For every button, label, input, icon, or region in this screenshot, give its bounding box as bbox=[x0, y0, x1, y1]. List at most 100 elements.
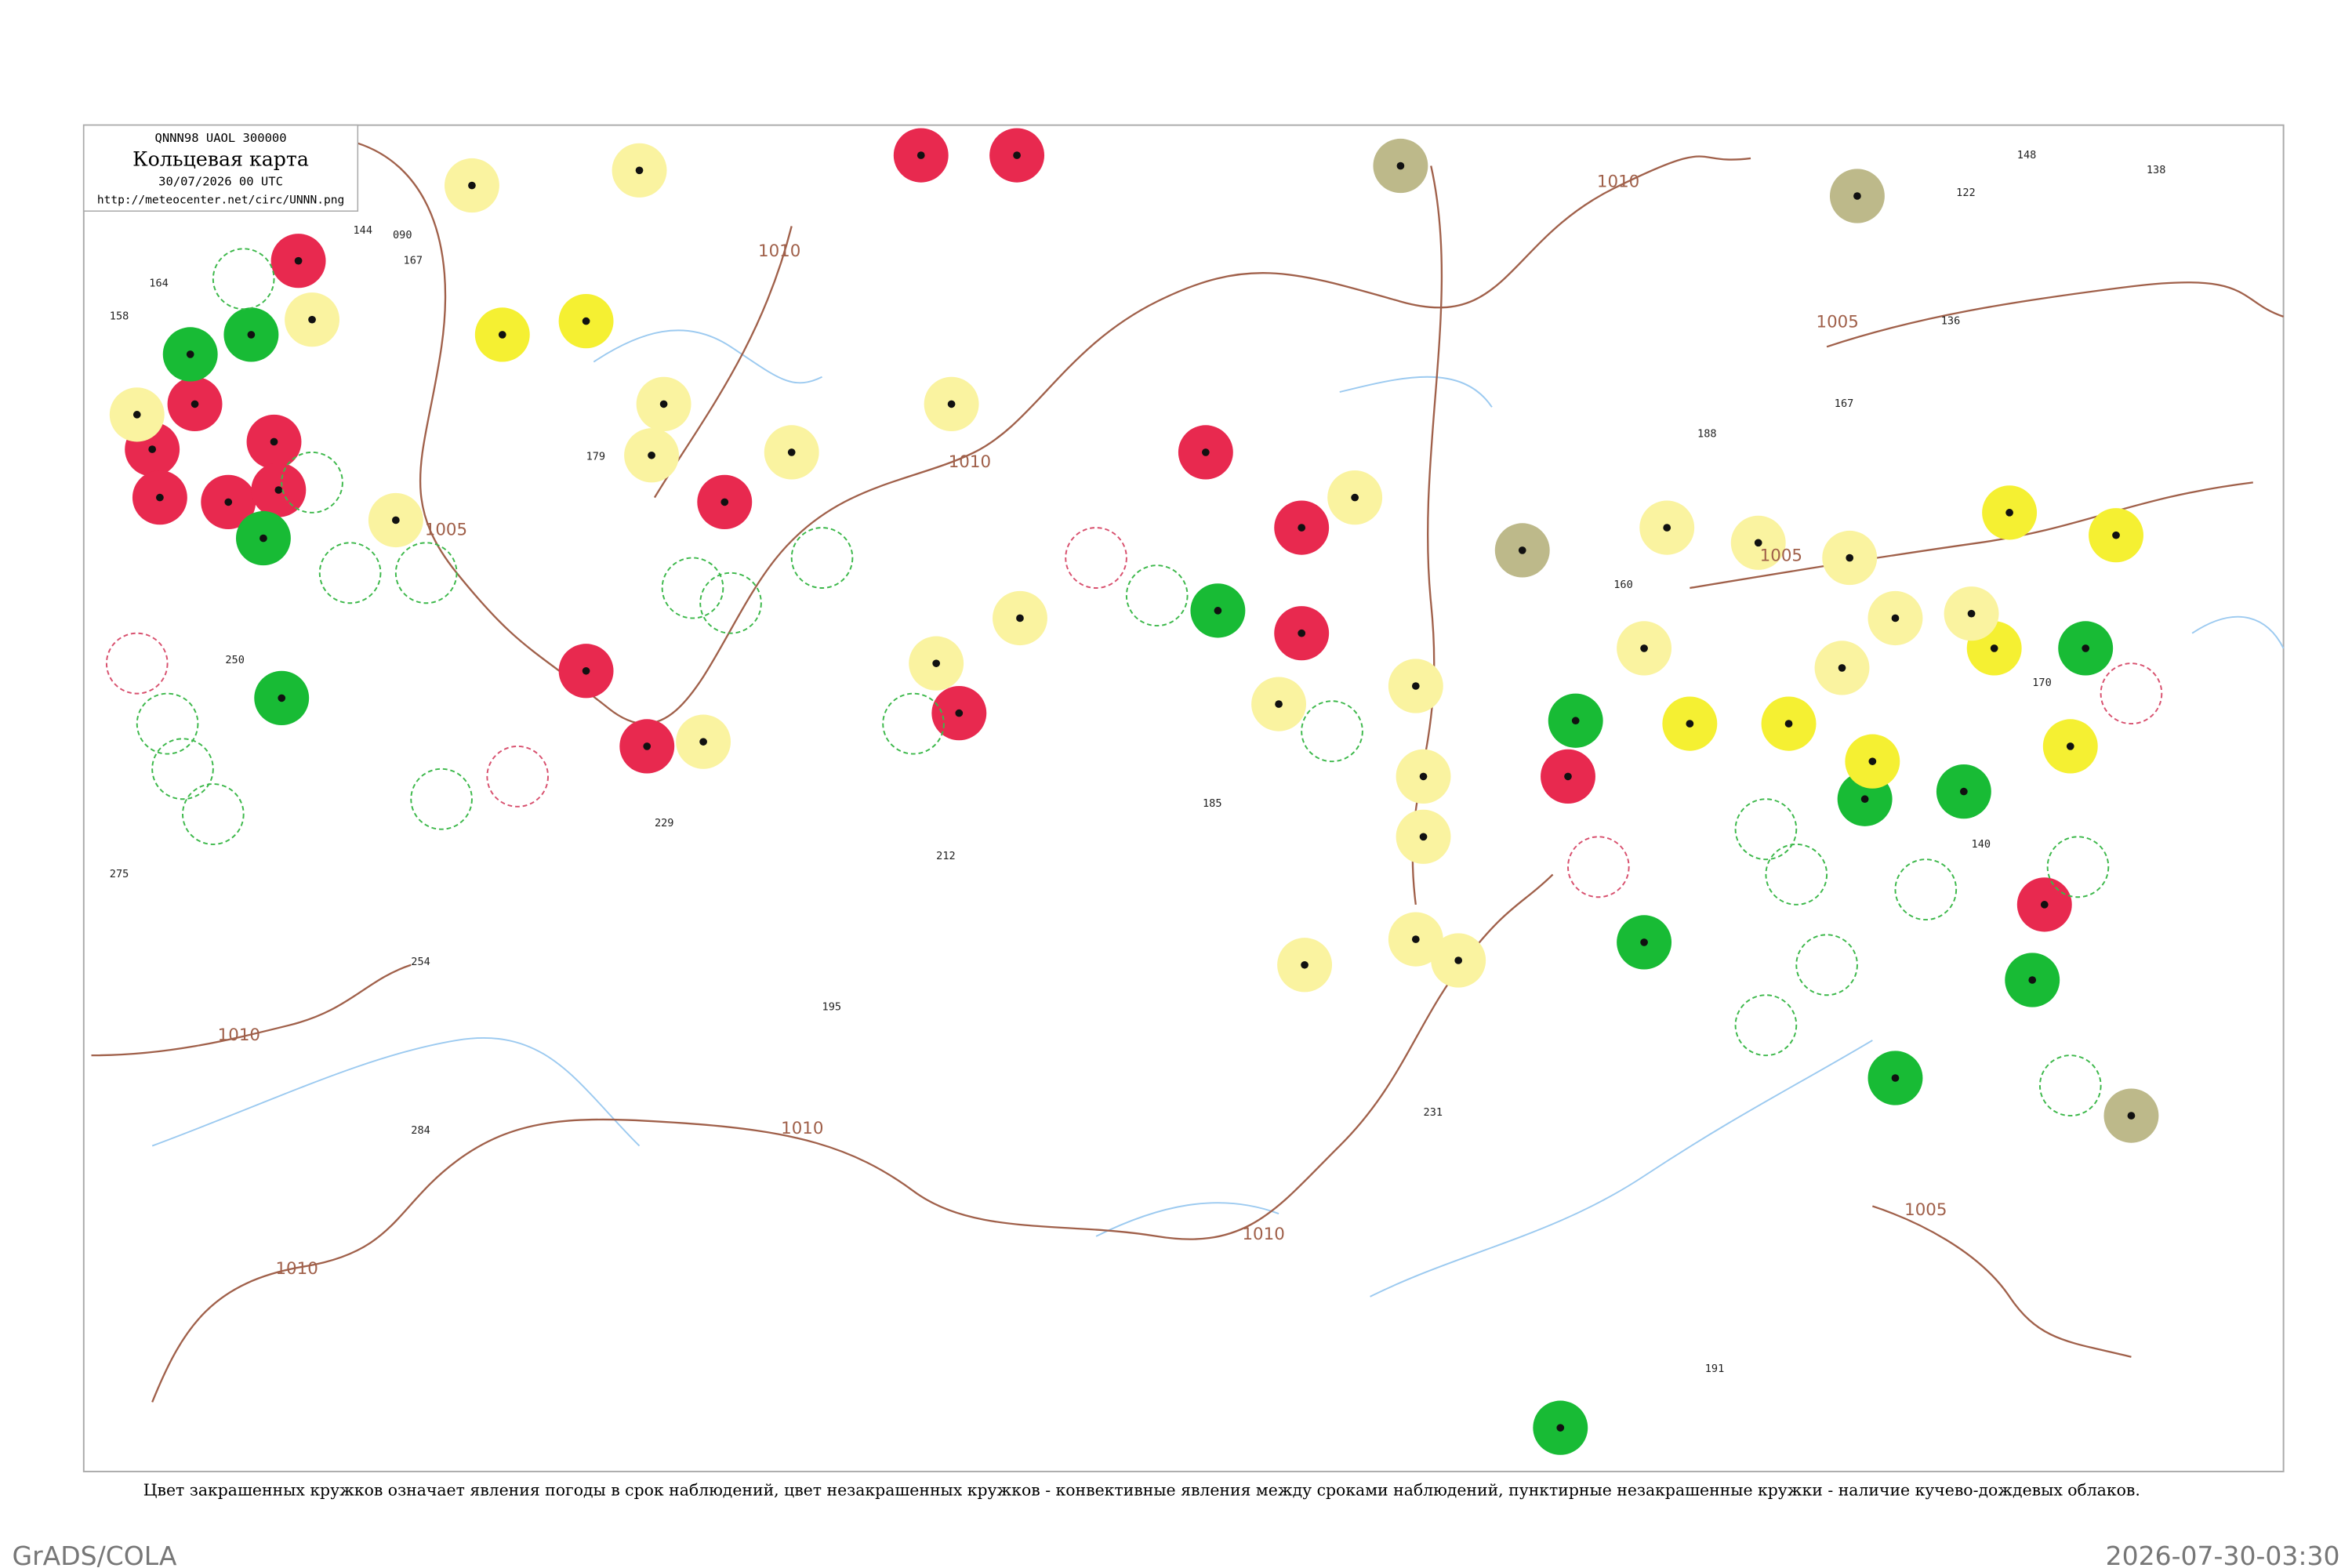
station-dot bbox=[947, 400, 956, 408]
station-dot bbox=[1663, 524, 1671, 532]
station-dot bbox=[659, 400, 668, 408]
header-title: Кольцевая карта bbox=[132, 148, 309, 171]
station-label: 179 bbox=[586, 451, 606, 463]
station-dot bbox=[1571, 717, 1580, 725]
footer-left: GrADS/COLA bbox=[13, 1541, 177, 1568]
station-label: 195 bbox=[822, 1001, 842, 1014]
cb-circle bbox=[151, 738, 214, 800]
station-dot bbox=[720, 498, 729, 506]
station-dot bbox=[2112, 531, 2120, 539]
cb-circle bbox=[661, 557, 724, 619]
station-dot bbox=[1411, 682, 1420, 690]
station-label: 185 bbox=[1203, 797, 1222, 810]
station-dot bbox=[955, 709, 964, 717]
caption: Цвет закрашенных кружков означает явлени… bbox=[143, 1481, 2140, 1500]
station-dot bbox=[643, 742, 652, 750]
cb-circle bbox=[2038, 1054, 2102, 1117]
station-dot bbox=[132, 411, 141, 419]
isobar-lines bbox=[91, 142, 2284, 1403]
station-dot bbox=[1419, 772, 1428, 781]
isobar-label: 1010 bbox=[1242, 1225, 1284, 1244]
station-dot bbox=[1298, 524, 1306, 532]
station-dot bbox=[1298, 629, 1306, 637]
station-label: 188 bbox=[1697, 428, 1717, 441]
station-label: 140 bbox=[1972, 838, 1991, 851]
station-dot bbox=[260, 534, 267, 543]
station-dot bbox=[1396, 162, 1405, 170]
cb-circle bbox=[2100, 662, 2163, 725]
station-dot bbox=[1990, 644, 1998, 652]
map-frame bbox=[82, 124, 2285, 1472]
isobar-label: 1005 bbox=[1817, 312, 1859, 332]
station-dot bbox=[270, 437, 278, 446]
station-dot bbox=[932, 659, 941, 667]
cb-circle bbox=[1734, 994, 1798, 1057]
station-dot bbox=[1564, 772, 1572, 781]
cb-circle bbox=[1734, 798, 1798, 861]
cb-circle bbox=[486, 745, 549, 808]
station-dot bbox=[1301, 960, 1308, 969]
rivers bbox=[151, 329, 2285, 1298]
station-dot bbox=[1960, 787, 1968, 796]
station-label: 191 bbox=[1705, 1363, 1725, 1375]
station-dot bbox=[224, 498, 233, 506]
cb-circle bbox=[2046, 836, 2110, 898]
station-dot bbox=[648, 451, 655, 459]
cb-circle bbox=[212, 248, 275, 310]
convective-circles bbox=[105, 248, 2163, 1117]
isobar-label: 1010 bbox=[218, 1025, 260, 1045]
station-dot bbox=[156, 493, 164, 502]
station-label: 254 bbox=[411, 956, 430, 968]
isobar-label: 1010 bbox=[1597, 172, 1639, 192]
station-dot bbox=[1838, 664, 1846, 672]
station-dot bbox=[2005, 509, 2013, 517]
station-dot bbox=[582, 666, 590, 675]
cb-circle bbox=[394, 542, 458, 604]
station-dot bbox=[1419, 833, 1428, 841]
station-label: 170 bbox=[2032, 677, 2052, 689]
station-dot bbox=[498, 331, 506, 339]
map-labels: 1010 1010 1010 1010 1010 1010 1010 1005 1005 1005… bbox=[110, 149, 2166, 1375]
cb-circle bbox=[882, 692, 945, 755]
cb-circle bbox=[699, 572, 762, 634]
cb-circle bbox=[1301, 700, 1363, 763]
station-dot bbox=[1784, 720, 1793, 728]
station-dot bbox=[1013, 151, 1021, 159]
header-code: QNNN98 UAOL 300000 bbox=[155, 131, 287, 145]
station-label: 250 bbox=[225, 654, 245, 666]
station-label: 164 bbox=[149, 277, 169, 289]
isobar-label: 1010 bbox=[781, 1119, 823, 1138]
station-label: 090 bbox=[393, 229, 412, 241]
cb-circle bbox=[318, 542, 382, 604]
station-dot bbox=[2066, 742, 2074, 750]
station-dot bbox=[1275, 700, 1283, 708]
cb-circle bbox=[1894, 858, 1958, 921]
station-dot bbox=[2028, 976, 2037, 984]
station-label: 231 bbox=[1424, 1106, 1443, 1119]
station-dot bbox=[1640, 644, 1648, 652]
station-label: 229 bbox=[655, 817, 674, 829]
station-dot bbox=[186, 350, 194, 358]
station-dot bbox=[2082, 644, 2090, 652]
cb-circle bbox=[281, 451, 343, 514]
station-dot bbox=[308, 315, 316, 324]
station-dot bbox=[1556, 1424, 1565, 1432]
station-dot bbox=[1202, 448, 1210, 456]
cb-circle bbox=[1765, 843, 1828, 906]
cb-circle bbox=[1567, 836, 1630, 898]
station-circles bbox=[109, 128, 2159, 1455]
isobar-label: 1005 bbox=[425, 521, 467, 540]
station-dot bbox=[635, 166, 644, 175]
station-dot bbox=[916, 151, 925, 159]
station-dot bbox=[1351, 493, 1359, 502]
station-dot bbox=[1891, 614, 1900, 622]
station-dot bbox=[274, 486, 283, 494]
cb-circle bbox=[136, 692, 199, 755]
cb-circle bbox=[1125, 564, 1189, 627]
station-label: 158 bbox=[110, 310, 129, 323]
station-label: 160 bbox=[1613, 579, 1633, 591]
footer-right: 2026-07-30-03:30 bbox=[2106, 1541, 2340, 1568]
station-dot bbox=[1754, 539, 1762, 547]
